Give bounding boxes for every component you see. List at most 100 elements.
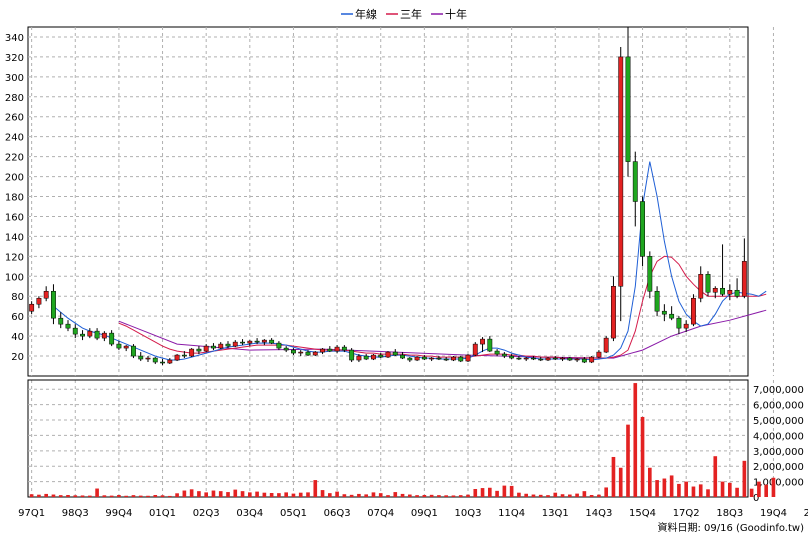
volume-bar <box>524 493 528 497</box>
candle-body <box>196 348 202 352</box>
candle-body <box>574 358 580 361</box>
candle-body <box>225 343 231 347</box>
x-tick-label: 09Q1 <box>411 508 438 519</box>
price-tick-label: 80 <box>11 292 24 303</box>
volume-bar <box>735 487 739 497</box>
volume-bar <box>109 495 114 497</box>
candle-body <box>494 350 500 355</box>
x-tick-label: 99Q4 <box>105 508 132 519</box>
candle-body <box>58 317 64 325</box>
candle-body <box>567 357 573 361</box>
volume-bar <box>517 492 521 497</box>
x-tick-label: 01Q1 <box>149 508 176 519</box>
volume-tick-label: 6,000,000 <box>753 401 804 412</box>
volume-bar <box>597 494 601 497</box>
candle-body <box>152 357 158 363</box>
volume-bar <box>80 495 85 497</box>
candle-body <box>720 288 725 295</box>
candle-body <box>109 332 115 345</box>
volume-bar <box>749 488 754 497</box>
price-tick-label: 20 <box>11 352 24 363</box>
candlestick-series <box>29 27 747 366</box>
volume-bar <box>226 492 230 497</box>
candle-body <box>734 289 740 297</box>
candle-body <box>669 313 675 319</box>
volume-bar <box>757 481 761 497</box>
price-tick-label: 340 <box>5 33 24 44</box>
volume-bar <box>466 494 470 497</box>
candle-body <box>123 345 129 349</box>
volume-bar <box>415 495 419 497</box>
volume-bar <box>677 483 681 497</box>
candle-body <box>421 356 427 360</box>
candle-body <box>218 343 224 349</box>
volume-bar <box>29 494 34 497</box>
x-tick-label: 07Q4 <box>367 508 394 519</box>
volume-bar <box>153 494 158 497</box>
candle-body <box>552 357 558 360</box>
legend-label-10y: 十年 <box>445 7 467 21</box>
price-tick-label: 300 <box>5 73 24 84</box>
candle-body <box>269 339 275 344</box>
volume-bar <box>313 480 318 497</box>
volume-bar <box>44 493 48 497</box>
candle-body <box>538 358 544 361</box>
candle-body <box>254 340 260 343</box>
candle-body <box>356 355 362 361</box>
x-tick-label: 13Q1 <box>542 508 569 519</box>
volume-bar <box>182 490 187 497</box>
price-tick-label: 160 <box>5 212 24 223</box>
volume-bar <box>473 488 478 497</box>
candle-body <box>371 354 376 360</box>
volume-bar <box>189 489 194 497</box>
candle-body <box>174 354 180 361</box>
volume-bar <box>611 456 616 497</box>
candle-body <box>80 333 85 337</box>
candle-body <box>640 201 645 257</box>
volume-tick-label: 4,000,000 <box>753 431 804 442</box>
candle-body <box>131 345 136 357</box>
x-tick-label: 15Q4 <box>629 508 656 519</box>
volume-bar <box>320 490 325 497</box>
candle-body <box>72 327 78 335</box>
volume-bar <box>66 494 70 497</box>
candle-body <box>632 161 638 202</box>
volume-bar <box>146 495 150 497</box>
volume-bar <box>422 494 427 497</box>
candle-body <box>94 330 100 339</box>
candle-body <box>443 358 449 361</box>
candle-body <box>378 354 384 358</box>
candle-body <box>472 343 478 356</box>
x-tick-label: 97Q1 <box>18 508 45 519</box>
volume-bar <box>349 494 354 497</box>
price-tick-label: 60 <box>11 312 24 323</box>
x-tick-label: 18Q3 <box>716 508 743 519</box>
ma-3y-series <box>118 255 767 359</box>
volume-bar <box>378 493 383 497</box>
x-tick-label: 98Q3 <box>62 508 89 519</box>
x-tick-label: 14Q3 <box>585 508 612 519</box>
candle-body <box>647 256 653 292</box>
candle-body <box>298 351 304 354</box>
volume-bar <box>582 491 587 497</box>
x-tick-label: 17Q2 <box>673 508 700 519</box>
price-tick-label: 140 <box>5 232 24 243</box>
x-tick-label: 02Q3 <box>193 508 220 519</box>
x-tick-label: 11Q4 <box>498 508 525 519</box>
volume-bar <box>204 492 208 497</box>
volume-bar <box>138 495 143 497</box>
volume-bar <box>175 493 179 497</box>
volume-bar <box>298 492 303 497</box>
volume-bar <box>495 490 499 497</box>
candle-body <box>465 354 471 362</box>
volume-bar <box>698 484 703 497</box>
price-gridlines <box>27 26 774 377</box>
volume-bar <box>386 495 390 497</box>
candle-body <box>320 348 325 353</box>
price-tick-label: 120 <box>5 252 24 263</box>
legend-label-3y: 三年 <box>400 7 422 21</box>
candle-body <box>458 356 464 362</box>
volume-bar <box>342 494 347 497</box>
volume-bar <box>648 467 652 497</box>
